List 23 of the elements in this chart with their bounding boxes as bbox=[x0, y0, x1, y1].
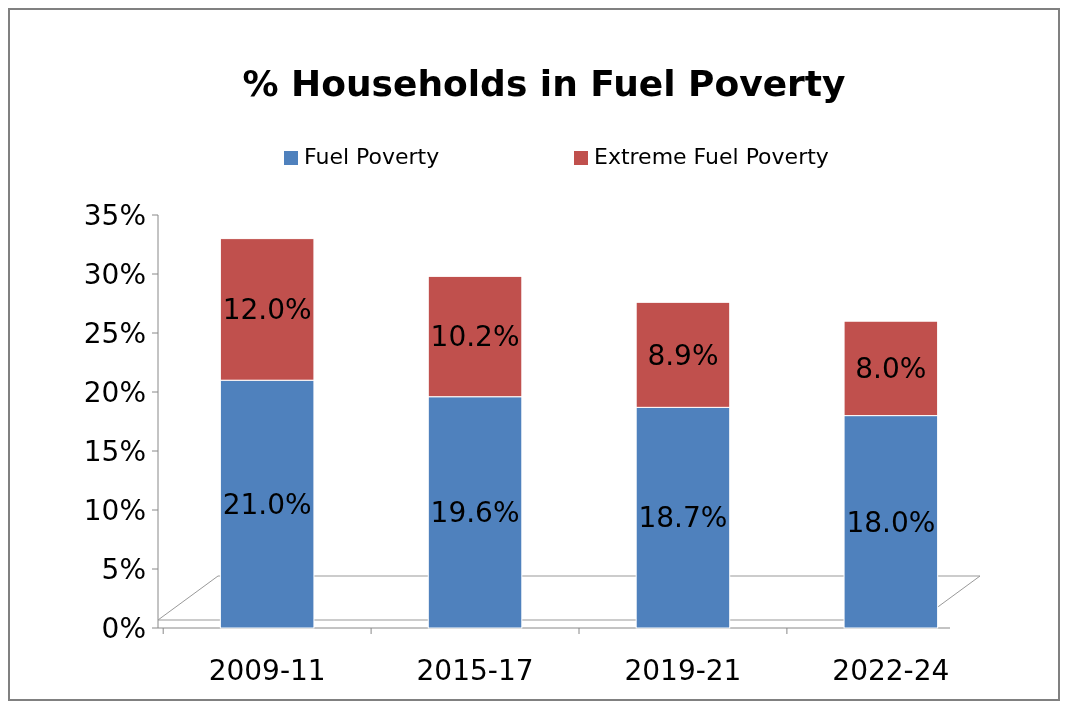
y-tick-label: 30% bbox=[83, 257, 146, 291]
data-label: 8.0% bbox=[855, 352, 927, 386]
y-tick-label: 5% bbox=[101, 552, 146, 586]
chart-title: % Households in Fuel Poverty bbox=[242, 63, 846, 104]
data-label: 21.0% bbox=[222, 487, 312, 521]
data-label: 18.7% bbox=[638, 501, 728, 535]
x-tick-label: 2022-24 bbox=[832, 654, 950, 687]
legend-label: Fuel Poverty bbox=[304, 144, 440, 169]
y-tick-label: 0% bbox=[101, 611, 146, 645]
y-tick-label: 25% bbox=[83, 316, 146, 350]
data-label: 18.0% bbox=[846, 505, 936, 539]
y-tick-label: 10% bbox=[83, 493, 146, 527]
data-label: 10.2% bbox=[430, 320, 520, 354]
x-tick-label: 2015-17 bbox=[416, 654, 534, 687]
data-label: 19.6% bbox=[430, 496, 520, 530]
x-tick-label: 2009-11 bbox=[208, 654, 326, 687]
legend-label: Extreme Fuel Poverty bbox=[594, 144, 829, 169]
y-tick-label: 20% bbox=[83, 375, 146, 409]
data-label: 8.9% bbox=[647, 338, 719, 372]
y-tick-label: 35% bbox=[83, 198, 146, 232]
data-label: 12.0% bbox=[222, 293, 312, 327]
x-tick-label: 2019-21 bbox=[624, 654, 742, 687]
y-tick-label: 15% bbox=[83, 434, 146, 468]
